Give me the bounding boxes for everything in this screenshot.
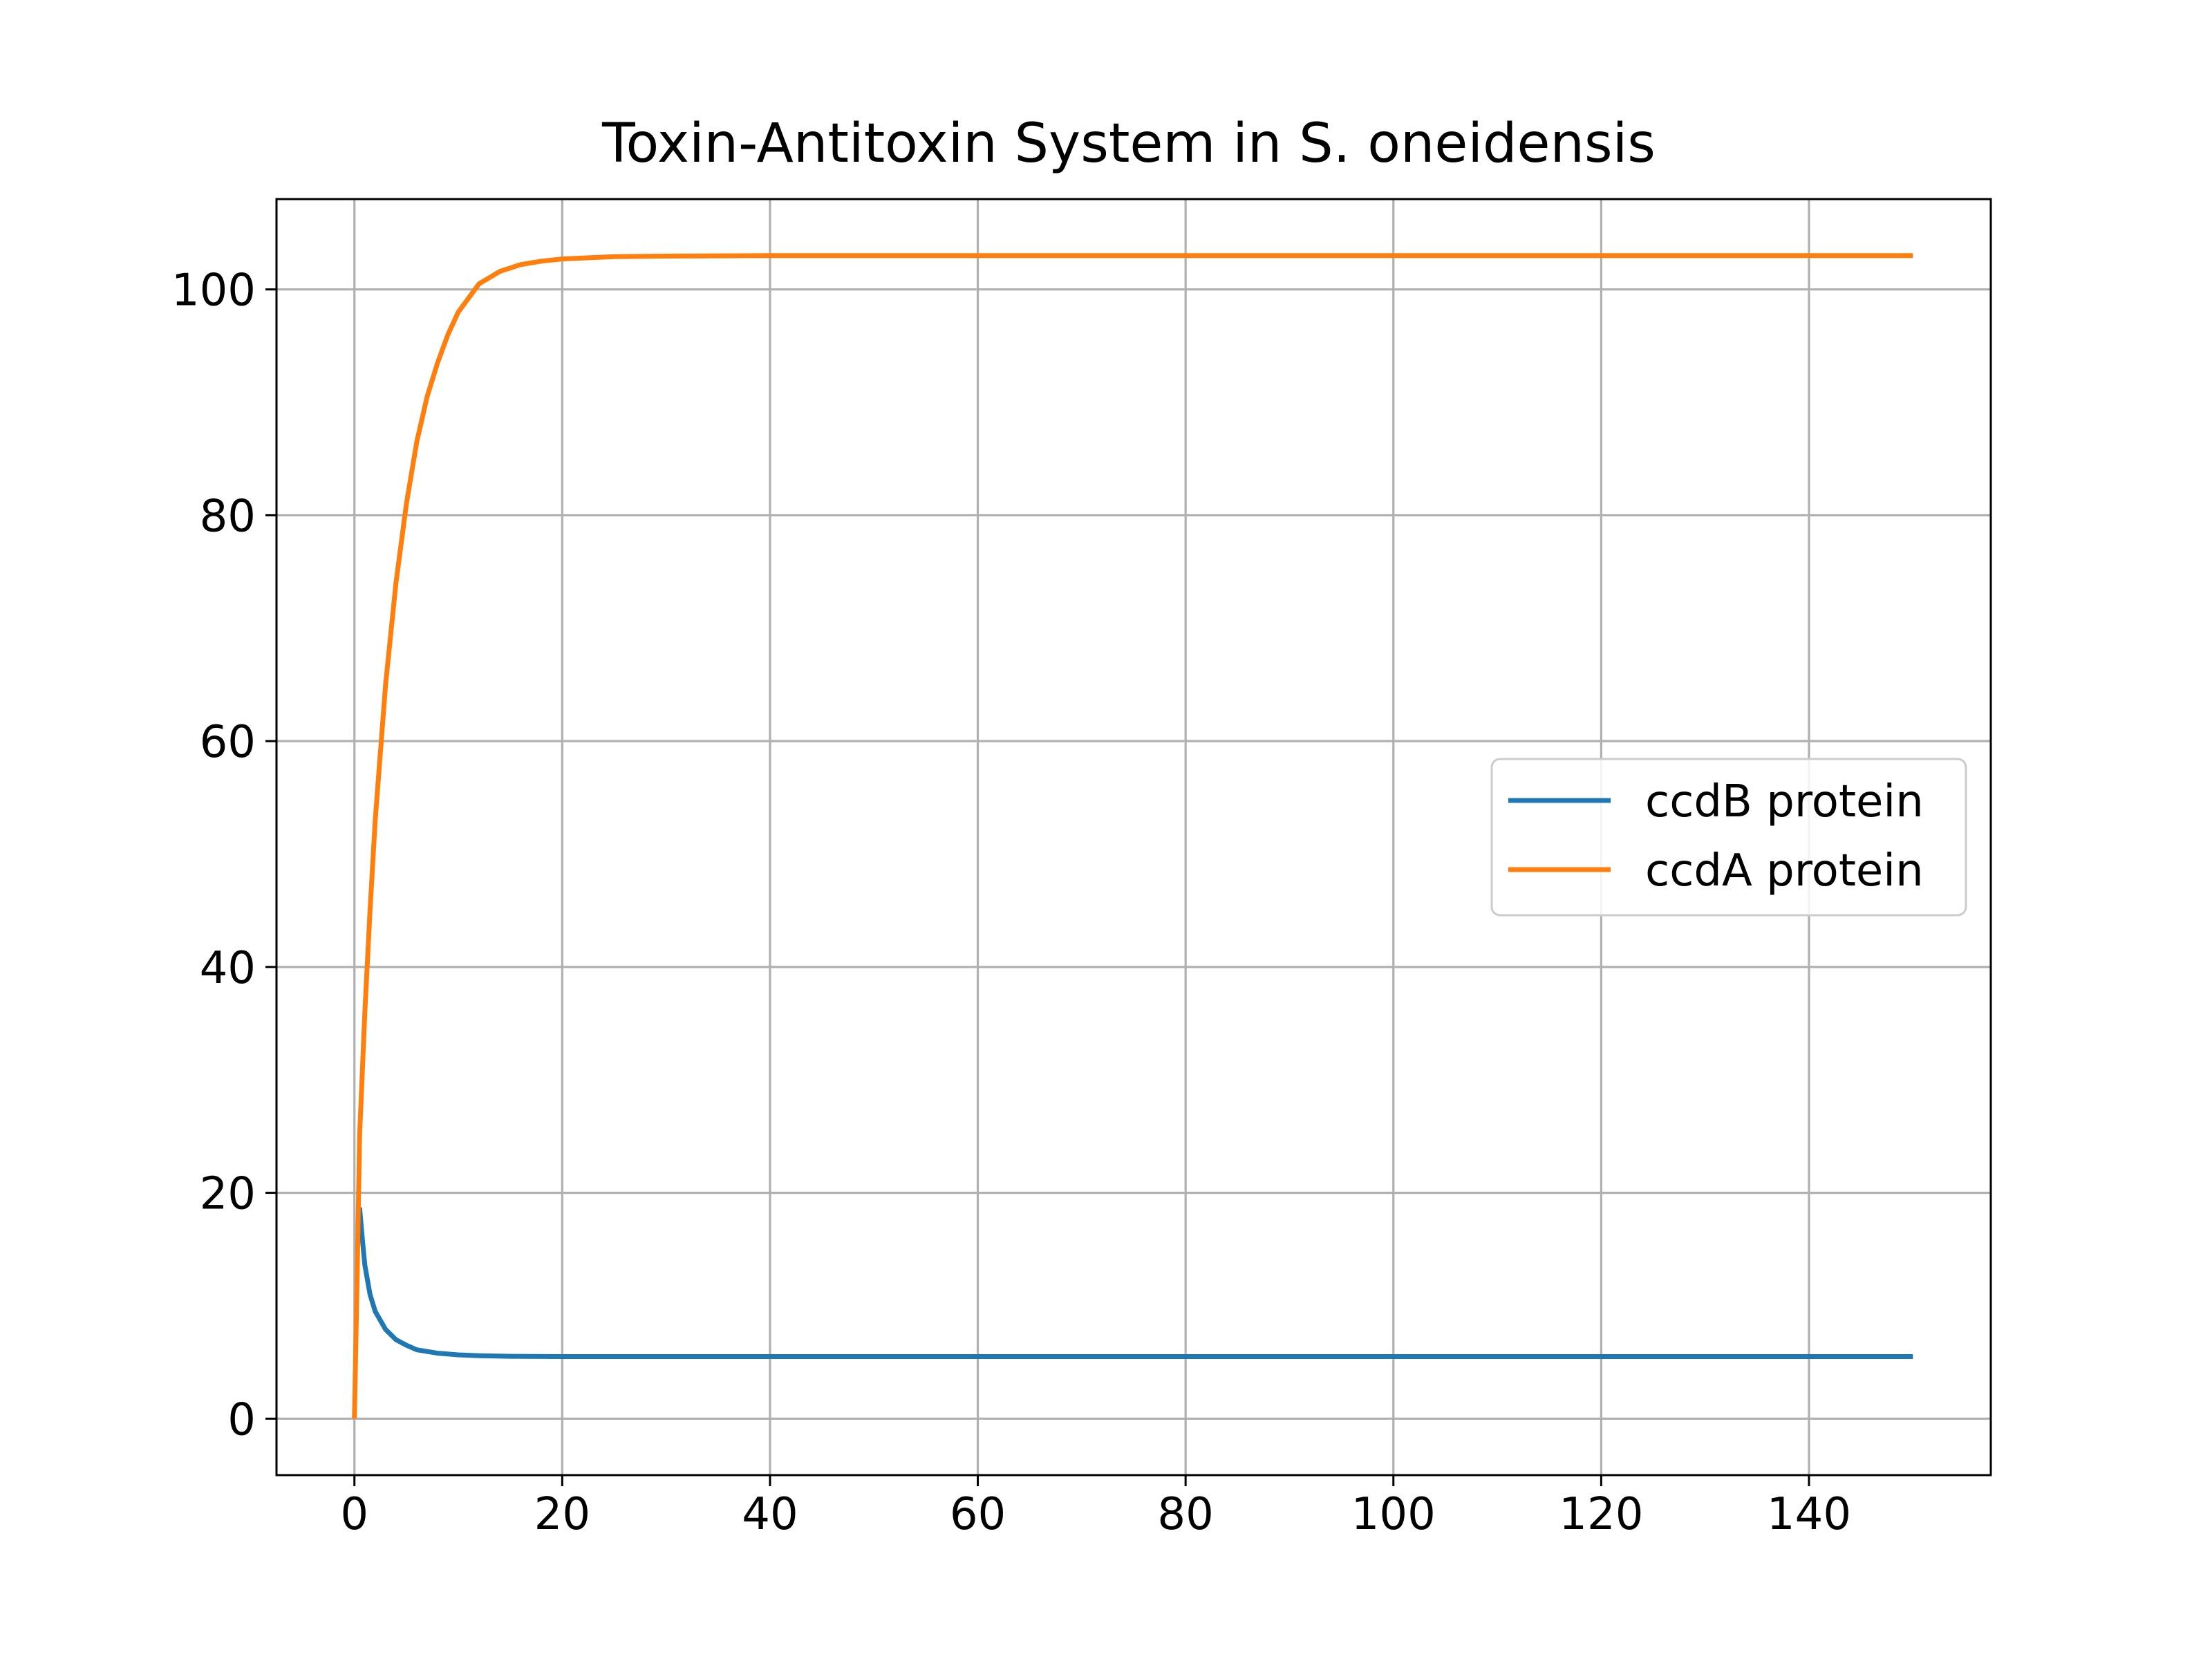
x-tick-label: 60 [950,1489,1006,1540]
y-tick-label: 100 [171,265,256,317]
x-axis: 0 20 40 60 80 100 120 140 [340,1475,1851,1540]
y-tick-label: 80 [200,491,256,542]
grid [276,199,1991,1475]
x-tick-label: 20 [534,1489,590,1540]
x-tick-label: 120 [1559,1489,1643,1540]
y-axis: 0 20 40 60 80 100 [171,265,276,1445]
x-tick-label: 100 [1351,1489,1436,1540]
legend-label-1: ccdA protein [1645,845,1924,897]
x-tick-label: 40 [742,1489,798,1540]
series-line-1 [352,253,1913,1419]
series-line-0 [357,1207,1913,1359]
legend: ccdB protein ccdA protein [1490,758,1967,917]
y-tick-label: 40 [200,943,256,994]
y-tick-label: 0 [227,1394,256,1445]
legend-label-0: ccdB protein [1645,776,1924,827]
x-tick-label: 80 [1157,1489,1213,1540]
plot-frame [275,198,1992,1477]
x-tick-label: 140 [1767,1489,1851,1540]
y-tick-label: 20 [200,1169,256,1220]
y-tick-label: 60 [200,717,256,768]
series-layer [352,253,1913,1419]
chart-title: Toxin-Antitoxin System in S. oneidensis [601,113,1656,175]
x-tick-label: 0 [340,1489,368,1540]
